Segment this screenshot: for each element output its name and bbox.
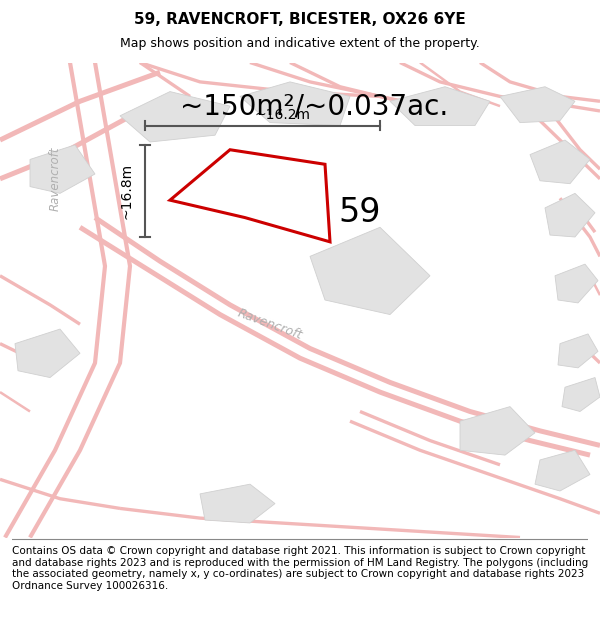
- Text: Contains OS data © Crown copyright and database right 2021. This information is : Contains OS data © Crown copyright and d…: [12, 546, 588, 591]
- Polygon shape: [240, 82, 350, 126]
- Text: ~150m²/~0.037ac.: ~150m²/~0.037ac.: [180, 92, 448, 120]
- Polygon shape: [200, 484, 275, 523]
- Text: Ravencroft: Ravencroft: [49, 147, 62, 211]
- Polygon shape: [170, 150, 330, 242]
- Polygon shape: [500, 87, 575, 123]
- Polygon shape: [562, 378, 600, 411]
- Polygon shape: [15, 329, 80, 378]
- Polygon shape: [310, 228, 430, 314]
- Text: ~16.2m: ~16.2m: [254, 108, 311, 122]
- Polygon shape: [545, 193, 595, 237]
- Text: 59: 59: [339, 196, 381, 229]
- Polygon shape: [555, 264, 598, 303]
- Polygon shape: [558, 334, 598, 368]
- Text: ~16.8m: ~16.8m: [120, 163, 134, 219]
- Polygon shape: [530, 140, 590, 184]
- Text: Map shows position and indicative extent of the property.: Map shows position and indicative extent…: [120, 38, 480, 50]
- Polygon shape: [30, 145, 95, 193]
- Polygon shape: [535, 450, 590, 491]
- Text: Ravencroft: Ravencroft: [236, 306, 304, 342]
- Polygon shape: [120, 92, 230, 142]
- Polygon shape: [460, 407, 535, 455]
- Polygon shape: [390, 87, 490, 126]
- Text: 59, RAVENCROFT, BICESTER, OX26 6YE: 59, RAVENCROFT, BICESTER, OX26 6YE: [134, 12, 466, 28]
